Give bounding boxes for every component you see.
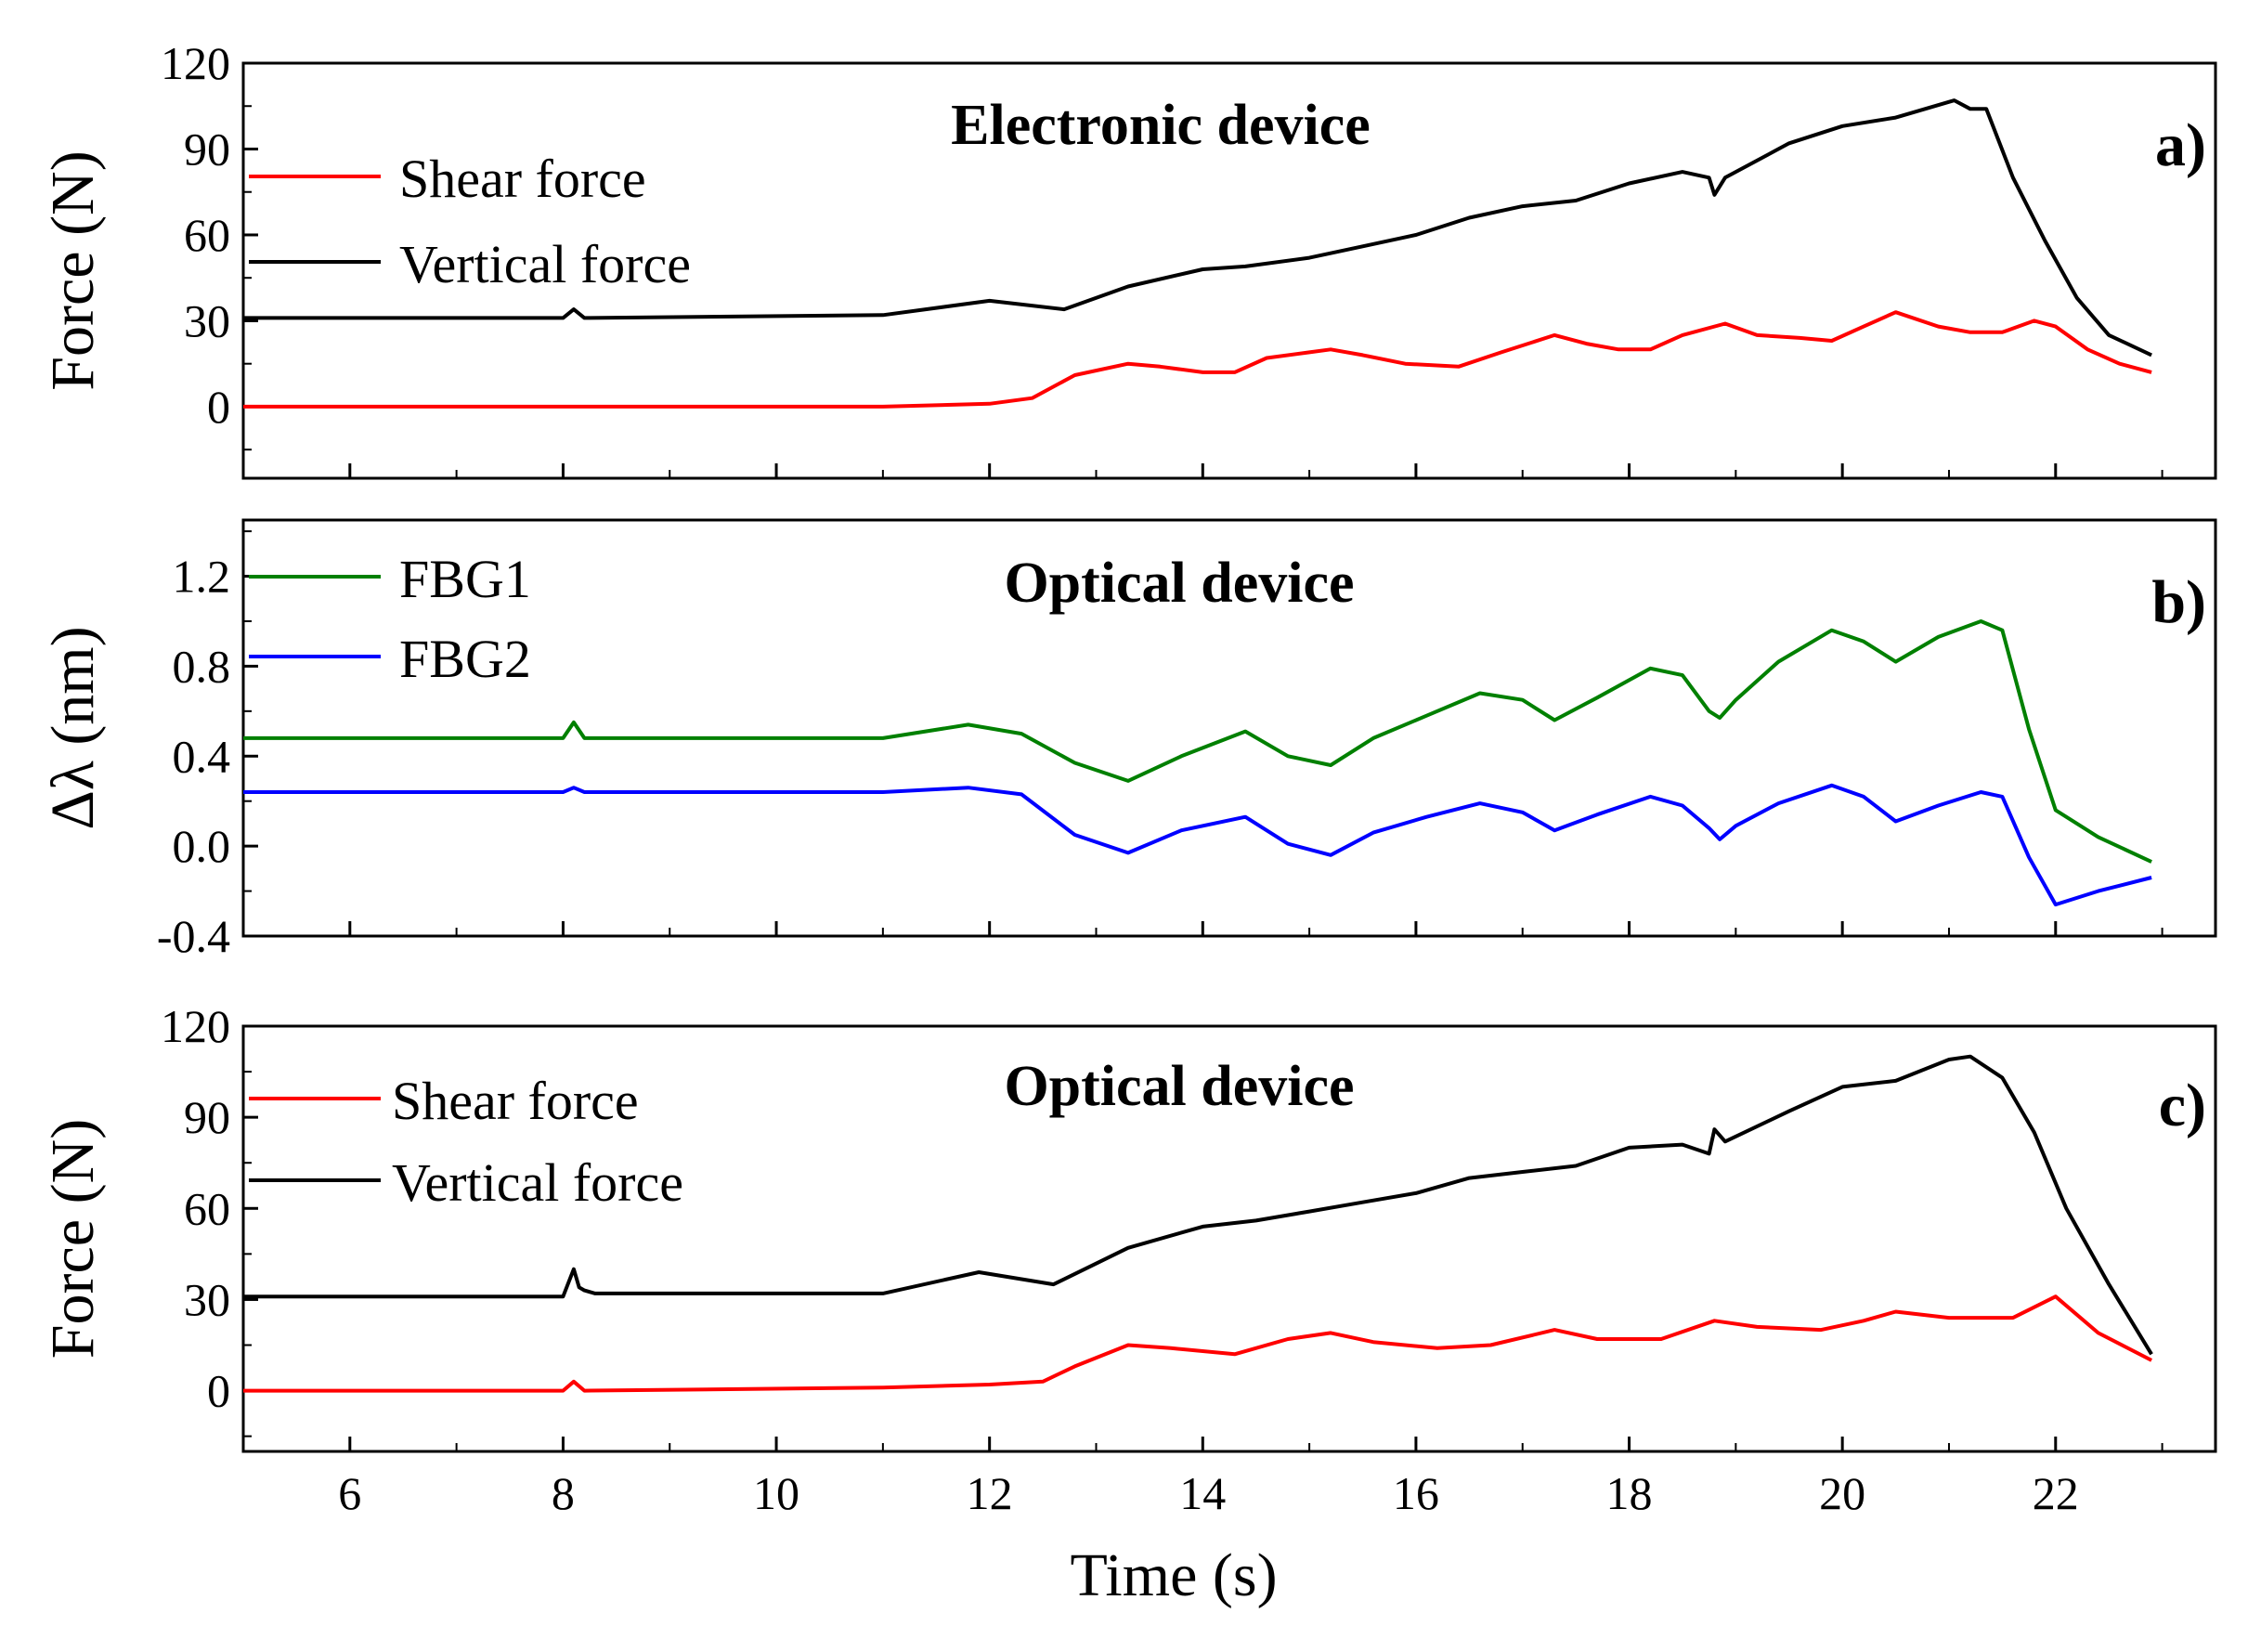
y-tick-label: 60 (184, 209, 230, 261)
y-tick-label: 0 (207, 381, 230, 433)
legend-label: Vertical force (392, 1152, 683, 1213)
panel-a: 0 30 60 90 120 Shear force Vertical force Elect… (39, 37, 2217, 480)
y-tick-label: 30 (184, 1273, 230, 1325)
legend-label: FBG1 (399, 549, 531, 609)
legend-label: FBG2 (399, 629, 531, 689)
y-tick-label: 0.0 (173, 820, 231, 872)
series-line-shear-force (243, 1294, 2153, 1393)
panel-letter: a) (2155, 111, 2206, 179)
x-tick-label: 20 (1819, 1467, 1865, 1519)
legend-label: Shear force (399, 149, 646, 209)
plot-frame (241, 518, 2217, 938)
y-tick-label: 90 (184, 123, 230, 175)
y-axis-title: Force (N) (39, 1119, 107, 1359)
panel-title: Optical device (1004, 552, 1354, 615)
x-tick-label: 18 (1606, 1467, 1653, 1519)
series-line-vertical-force (243, 1054, 2153, 1356)
y-tick-label: 1.2 (173, 551, 231, 603)
series-line-shear-force (243, 310, 2152, 409)
series-line-fbg1 (243, 619, 2152, 864)
y-tick-label: 0.8 (173, 640, 231, 692)
series-line-fbg2 (243, 783, 2152, 907)
panel-c: 0 30 60 90 120 6 8 10 12 14 16 18 20 22 Shear force Ver… (39, 1000, 2217, 1609)
y-tick-label: 30 (184, 294, 230, 346)
panel-title: Electronic device (951, 94, 1371, 157)
panel-letter: c) (2159, 1072, 2206, 1139)
x-tick-label: 16 (1393, 1467, 1439, 1519)
y-axis-title: Force (N) (39, 150, 107, 390)
panel-letter: b) (2151, 568, 2206, 636)
y-tick-label: 120 (161, 1000, 230, 1052)
x-tick-label: 14 (1179, 1467, 1226, 1519)
legend-label: Shear force (392, 1071, 639, 1131)
y-axis-title: Δλ (nm) (39, 626, 107, 829)
y-tick-label: -0.4 (157, 910, 230, 962)
x-tick-label: 8 (552, 1467, 575, 1519)
panel-title: Optical device (1004, 1055, 1354, 1118)
x-tick-label: 6 (338, 1467, 361, 1519)
panel-b: -0.4 0.0 0.4 0.8 1.2 FBG1 FBG2 Optical device b)… (39, 518, 2217, 962)
series-line-vertical-force (243, 98, 2152, 358)
y-tick-label: 0 (207, 1365, 230, 1417)
x-tick-label: 22 (2033, 1467, 2079, 1519)
plot-frame (241, 61, 2217, 480)
y-tick-label: 120 (161, 37, 230, 89)
x-tick-label: 12 (967, 1467, 1013, 1519)
legend-label: Vertical force (399, 234, 691, 294)
y-tick-label: 60 (184, 1182, 230, 1234)
x-axis-title: Time (s) (1070, 1541, 1277, 1609)
x-tick-label: 10 (753, 1467, 799, 1519)
y-tick-label: 90 (184, 1091, 230, 1143)
y-tick-label: 0.4 (173, 730, 231, 782)
plot-frame (241, 1024, 2217, 1453)
